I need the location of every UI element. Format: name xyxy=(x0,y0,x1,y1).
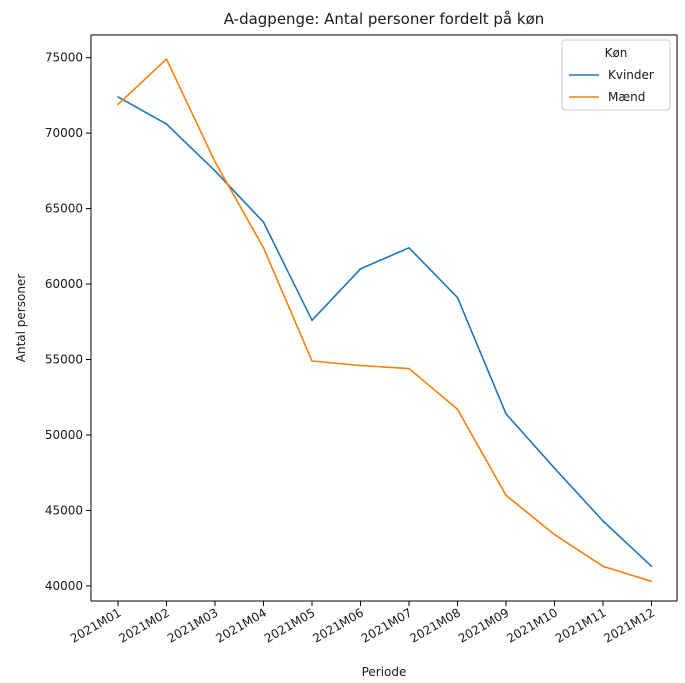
x-tick-label: 2021M06 xyxy=(310,605,366,645)
x-tick-label: 2021M12 xyxy=(601,605,657,645)
x-tick-label: 2021M10 xyxy=(504,605,560,645)
data-point xyxy=(553,467,556,469)
legend-title: Køn xyxy=(605,46,628,60)
series-line-maend xyxy=(117,58,652,583)
data-point xyxy=(262,221,265,223)
data-point xyxy=(117,96,119,98)
data-point xyxy=(165,58,168,60)
data-point xyxy=(214,160,216,163)
y-axis-label: Antal personer xyxy=(14,274,28,363)
data-point xyxy=(456,408,459,411)
x-tick-label: 2021M11 xyxy=(553,605,609,645)
data-point xyxy=(311,360,313,362)
data-point xyxy=(117,103,119,106)
legend: Køn Kvinder Mænd xyxy=(561,39,671,111)
y-tick-label: 45000 xyxy=(45,503,83,517)
x-tick-label: 2021M01 xyxy=(68,605,124,645)
series-layer xyxy=(117,58,653,583)
data-point xyxy=(311,319,313,322)
legend-box xyxy=(561,39,671,111)
data-point xyxy=(408,247,410,249)
data-point xyxy=(505,494,507,497)
y-tick-label: 60000 xyxy=(45,277,83,291)
data-point xyxy=(602,520,604,522)
data-point xyxy=(408,367,410,370)
x-tick-label: 2021M03 xyxy=(165,605,221,645)
data-point xyxy=(602,565,604,568)
data-point xyxy=(505,413,507,415)
x-tick-label: 2021M07 xyxy=(359,605,415,645)
data-point xyxy=(650,565,653,568)
legend-label-kvinder: Kvinder xyxy=(608,68,654,82)
y-tick-label: 40000 xyxy=(45,579,83,593)
data-point xyxy=(650,580,653,583)
y-tick-label: 55000 xyxy=(45,353,83,367)
y-tick-label: 70000 xyxy=(45,126,83,140)
x-tick-label: 2021M09 xyxy=(456,605,512,645)
legend-label-maend: Mænd xyxy=(608,90,645,104)
chart-title: A-dagpenge: Antal personer fordelt på kø… xyxy=(224,10,545,28)
x-tick-label: 2021M04 xyxy=(213,605,269,645)
x-tick-label: 2021M08 xyxy=(407,605,463,645)
data-point xyxy=(262,247,265,249)
x-tick-label: 2021M05 xyxy=(262,605,318,645)
data-point xyxy=(359,364,362,367)
plot-frame xyxy=(90,34,678,602)
data-point xyxy=(359,268,362,270)
y-tick-label: 50000 xyxy=(45,428,83,442)
x-tick-label: 2021M02 xyxy=(116,605,172,645)
y-axis: 40000 45000 50000 55000 60000 65000 70000 75000 xyxy=(45,51,91,593)
data-point xyxy=(165,123,168,125)
x-axis: 2021M012021M022021M032021M042021M052021M… xyxy=(68,601,657,646)
y-tick-label: 75000 xyxy=(45,51,83,65)
y-tick-label: 65000 xyxy=(45,202,83,216)
data-point xyxy=(214,170,216,172)
x-axis-label: Periode xyxy=(362,665,407,679)
data-point xyxy=(553,533,556,536)
series-line-kvinder xyxy=(117,96,653,567)
data-point xyxy=(456,296,459,299)
